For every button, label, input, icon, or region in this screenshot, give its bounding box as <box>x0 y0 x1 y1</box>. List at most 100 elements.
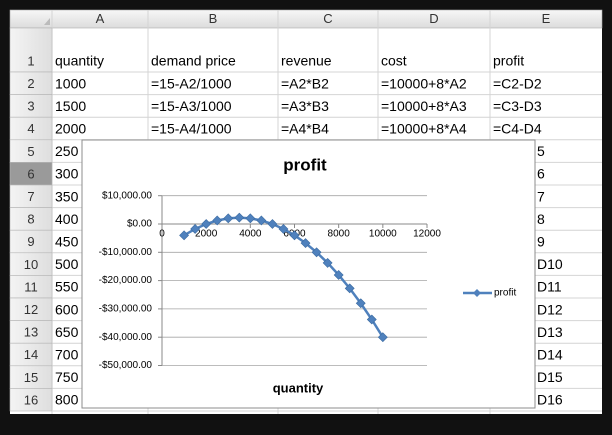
data-point <box>190 224 201 234</box>
cell-text: =C3-D3 <box>493 98 542 114</box>
cell-text: quantity <box>55 53 104 69</box>
cell-text: D16 <box>537 392 563 408</box>
x-tick-label: 2000 <box>195 229 218 240</box>
cell-text: 600 <box>55 301 79 317</box>
column-header-bar <box>9 9 603 29</box>
cell-text: 750 <box>55 369 79 385</box>
row-number: 1 <box>27 53 34 68</box>
column-header: A <box>96 11 105 26</box>
data-point <box>377 332 388 343</box>
cell-text: D10 <box>537 256 563 272</box>
y-tick-label: $0.00 <box>127 219 152 230</box>
data-point <box>267 219 278 229</box>
data-point <box>234 212 245 223</box>
cell-text: revenue <box>281 53 332 69</box>
y-tick-label: -$50,000.00 <box>99 360 153 371</box>
cell-text: 5 <box>537 143 545 159</box>
row-number: 4 <box>27 121 34 136</box>
row-number: 7 <box>27 189 34 204</box>
cell-text: 650 <box>55 324 79 340</box>
cell-text: 350 <box>55 188 79 204</box>
y-tick-label: -$20,000.00 <box>99 275 153 286</box>
cell-text: 500 <box>55 256 79 272</box>
column-header: E <box>542 11 551 26</box>
row-number: 9 <box>27 234 34 249</box>
cell-text: 800 <box>55 392 79 408</box>
row-number: 13 <box>24 325 38 340</box>
row-number: 15 <box>24 370 38 385</box>
chart: profit quantity $10,000.00 $0.00 -$10,000.00… <box>81 139 536 409</box>
cell-text: 9 <box>537 234 545 250</box>
cell-text: 450 <box>55 234 79 250</box>
data-point <box>355 298 366 309</box>
row-number: 2 <box>27 76 34 91</box>
y-tick-label: -$40,000.00 <box>99 332 153 343</box>
x-tick-label: 8000 <box>328 229 351 240</box>
cell-text: =10000+8*A3 <box>381 98 467 114</box>
x-tick-label: 4000 <box>239 229 262 240</box>
row-number: 10 <box>24 257 38 272</box>
data-point <box>344 283 355 294</box>
data-point <box>311 247 322 258</box>
legend-label: profit <box>494 288 516 299</box>
legend-marker <box>473 289 481 297</box>
column-header: C <box>323 11 332 26</box>
cell-text: =C2-D2 <box>493 75 542 91</box>
cell-text: 700 <box>55 347 79 363</box>
x-tick-label: 0 <box>159 229 165 240</box>
cell-text: =15-A2/1000 <box>151 75 232 91</box>
cell-text: D11 <box>537 279 562 295</box>
cell-text: =A2*B2 <box>281 75 329 91</box>
y-tick-label: -$30,000.00 <box>99 304 153 315</box>
data-point <box>223 213 234 224</box>
data-point <box>278 224 289 234</box>
row-number: 6 <box>27 166 34 181</box>
cell-text: demand price <box>151 53 236 69</box>
cell-text: 1500 <box>55 98 86 114</box>
cell-text: D15 <box>537 369 563 385</box>
row-number: 5 <box>27 144 34 159</box>
row-number: 8 <box>27 212 34 227</box>
data-point <box>322 257 333 268</box>
data-point <box>333 270 344 280</box>
cell-text: 6 <box>537 166 545 182</box>
data-point <box>245 213 256 224</box>
row-number: 14 <box>24 347 38 362</box>
cell-text: 250 <box>55 143 79 159</box>
row-number: 3 <box>27 99 34 114</box>
cell-text: D13 <box>537 324 563 340</box>
data-point <box>256 215 267 226</box>
cell-text: =15-A4/1000 <box>151 121 232 137</box>
cell-text: =A3*B3 <box>281 98 329 114</box>
cell-text: 400 <box>55 211 79 227</box>
y-tick-label: -$10,000.00 <box>99 247 153 258</box>
y-tick-label: $10,000.00 <box>102 190 152 201</box>
cell-text: 550 <box>55 279 79 295</box>
row-number: 12 <box>24 302 38 317</box>
data-point <box>201 219 212 229</box>
chart-title: profit <box>283 155 327 174</box>
cell-text: =10000+8*A2 <box>381 75 467 91</box>
cell-text: =A4*B4 <box>281 121 329 137</box>
cell-text: 2000 <box>55 121 86 137</box>
cell-text: D12 <box>537 301 563 317</box>
data-point <box>366 314 377 325</box>
cell-text: =15-A3/1000 <box>151 98 232 114</box>
x-tick-label: 12000 <box>413 229 441 240</box>
cell-text: cost <box>381 53 407 69</box>
x-tick-label: 10000 <box>369 229 397 240</box>
cell-text: 300 <box>55 166 79 182</box>
data-point <box>179 230 190 241</box>
x-axis-label: quantity <box>273 380 324 395</box>
select-all-corner <box>44 18 50 25</box>
row-header <box>9 27 53 73</box>
cell-text: D14 <box>537 347 563 363</box>
column-header: B <box>209 11 218 26</box>
cell-text: =C4-D4 <box>493 121 542 137</box>
data-point <box>300 238 311 249</box>
row-number: 16 <box>24 392 38 407</box>
row-header <box>9 388 53 412</box>
cell-text: =10000+8*A4 <box>381 121 467 137</box>
